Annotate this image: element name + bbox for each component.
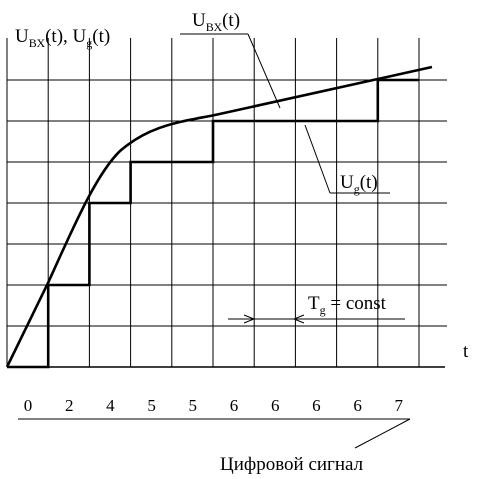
digital-codes: 0 2 4 5 5 6 6 6 6 7 <box>24 396 404 415</box>
digital-code-value: 6 <box>230 396 239 415</box>
period-arrow-right <box>292 314 305 324</box>
digital-code-value: 6 <box>312 396 321 415</box>
digital-code-value: 0 <box>24 396 33 415</box>
grid <box>6 38 447 367</box>
input-signal-pointer <box>247 33 281 109</box>
digital-code-value: 6 <box>271 396 280 415</box>
y-axis-title: UВХ(t), Ug(t) <box>15 26 110 50</box>
quantized-step-signal <box>7 78 419 369</box>
step-signal-label: Ug(t) <box>340 172 378 196</box>
period-label: Tg = const <box>308 293 387 317</box>
input-signal-curve <box>5 65 433 368</box>
digital-signal-caption: Цифровой сигнал <box>220 454 364 475</box>
digital-code-value: 5 <box>189 396 198 415</box>
digital-code-value: 5 <box>147 396 156 415</box>
digital-code-value: 2 <box>65 396 74 415</box>
period-arrow-left <box>243 314 256 324</box>
caption-leader <box>354 418 411 449</box>
digital-code-value: 6 <box>353 396 362 415</box>
input-signal-label: UВХ(t) <box>192 10 240 34</box>
digital-code-value: 7 <box>395 396 404 415</box>
time-axis-label: t <box>463 341 469 362</box>
step-signal-pointer <box>304 124 331 194</box>
digital-code-value: 4 <box>106 396 115 415</box>
